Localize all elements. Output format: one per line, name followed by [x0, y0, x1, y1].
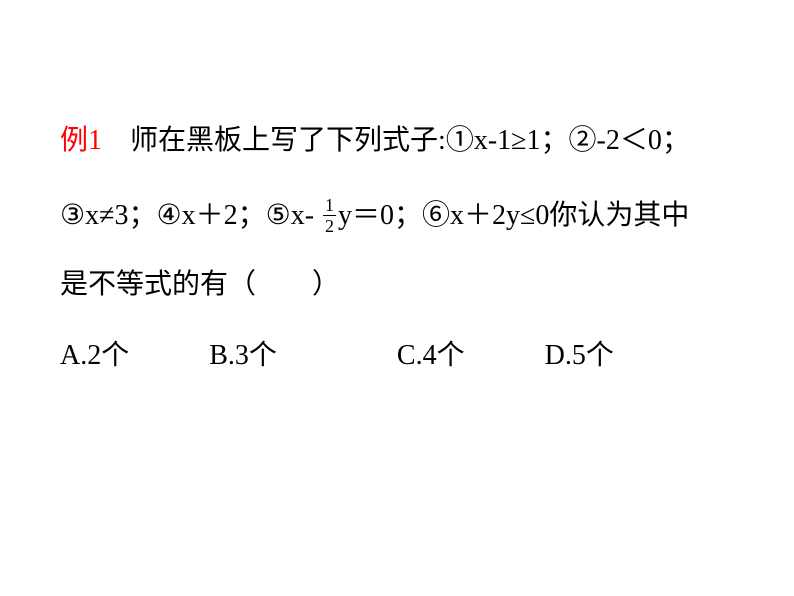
expression-5-post: y＝0；: [338, 200, 422, 231]
expression-2: ②-2＜0；: [569, 125, 690, 156]
fraction-denominator: 2: [323, 216, 336, 235]
expression-4: ④x＋2；: [156, 200, 265, 231]
line-1: 例1 师在黑板上写了下列式子:①x-1≥1；②-2＜0；: [60, 110, 740, 172]
option-b[interactable]: B.3个: [209, 325, 277, 387]
expression-3: ③x≠3；: [60, 200, 156, 231]
option-d[interactable]: D.5个: [545, 325, 614, 387]
option-a[interactable]: A.2个: [60, 325, 129, 387]
intro-text: 师在黑板上写了下列式子:: [130, 125, 446, 156]
line-3: 是不等式的有（ ）: [60, 254, 740, 316]
answer-options: A.2个 B.3个 C.4个 D.5个: [60, 325, 740, 387]
fraction-one-half: 12: [323, 196, 336, 235]
fraction-numerator: 1: [323, 196, 336, 216]
question-tail: 是不等式的有（ ）: [60, 269, 340, 300]
spacer: [102, 125, 130, 156]
expression-6: ⑥x＋2y≤0你认为其中: [422, 200, 689, 231]
expression-1: ①x-1≥1；: [446, 125, 569, 156]
problem-content: 例1 师在黑板上写了下列式子:①x-1≥1；②-2＜0； ③x≠3；④x＋2；⑤…: [60, 110, 740, 387]
option-c[interactable]: C.4个: [397, 325, 465, 387]
expression-5-pre: ⑤x-: [266, 200, 321, 231]
line-2: ③x≠3；④x＋2；⑤x- 12y＝0；⑥x＋2y≤0你认为其中: [60, 182, 740, 249]
example-label: 例1: [60, 125, 102, 156]
